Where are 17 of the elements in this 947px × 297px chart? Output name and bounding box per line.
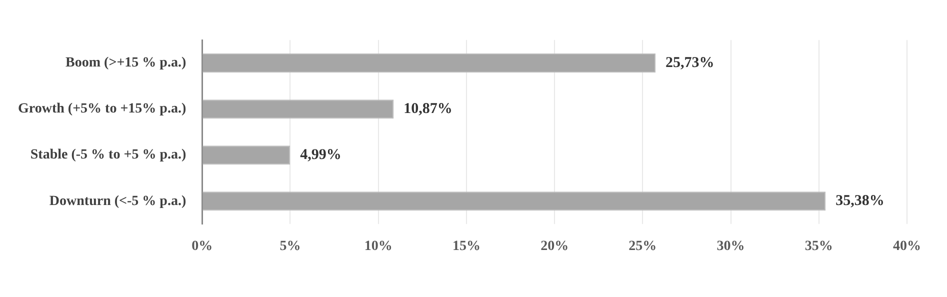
y-tick-label: Downturn (<-5 % p.a.) (49, 194, 186, 209)
x-tick-label: 30% (716, 239, 745, 254)
data-label: 25,73% (666, 54, 714, 71)
y-tick-label: Stable (-5 % to +5 % p.a.) (30, 148, 186, 163)
x-tick-label: 5% (280, 239, 301, 254)
x-tick-label: 20% (540, 239, 569, 254)
y-tick-label: Boom (>+15 % p.a.) (66, 56, 186, 71)
x-tick-label: 40% (893, 239, 921, 254)
y-tick-label: Growth (+5% to +15% p.a.) (18, 102, 186, 117)
x-tick-label: 25% (628, 239, 657, 254)
x-tick-label: 15% (452, 239, 480, 254)
x-tick-label: 0% (192, 239, 213, 254)
x-tick-label: 35% (804, 239, 833, 254)
x-tick-label: 10% (364, 239, 392, 254)
data-label: 35,38% (836, 193, 884, 210)
data-label: 4,99% (300, 147, 342, 163)
data-label: 10,87% (404, 100, 452, 117)
